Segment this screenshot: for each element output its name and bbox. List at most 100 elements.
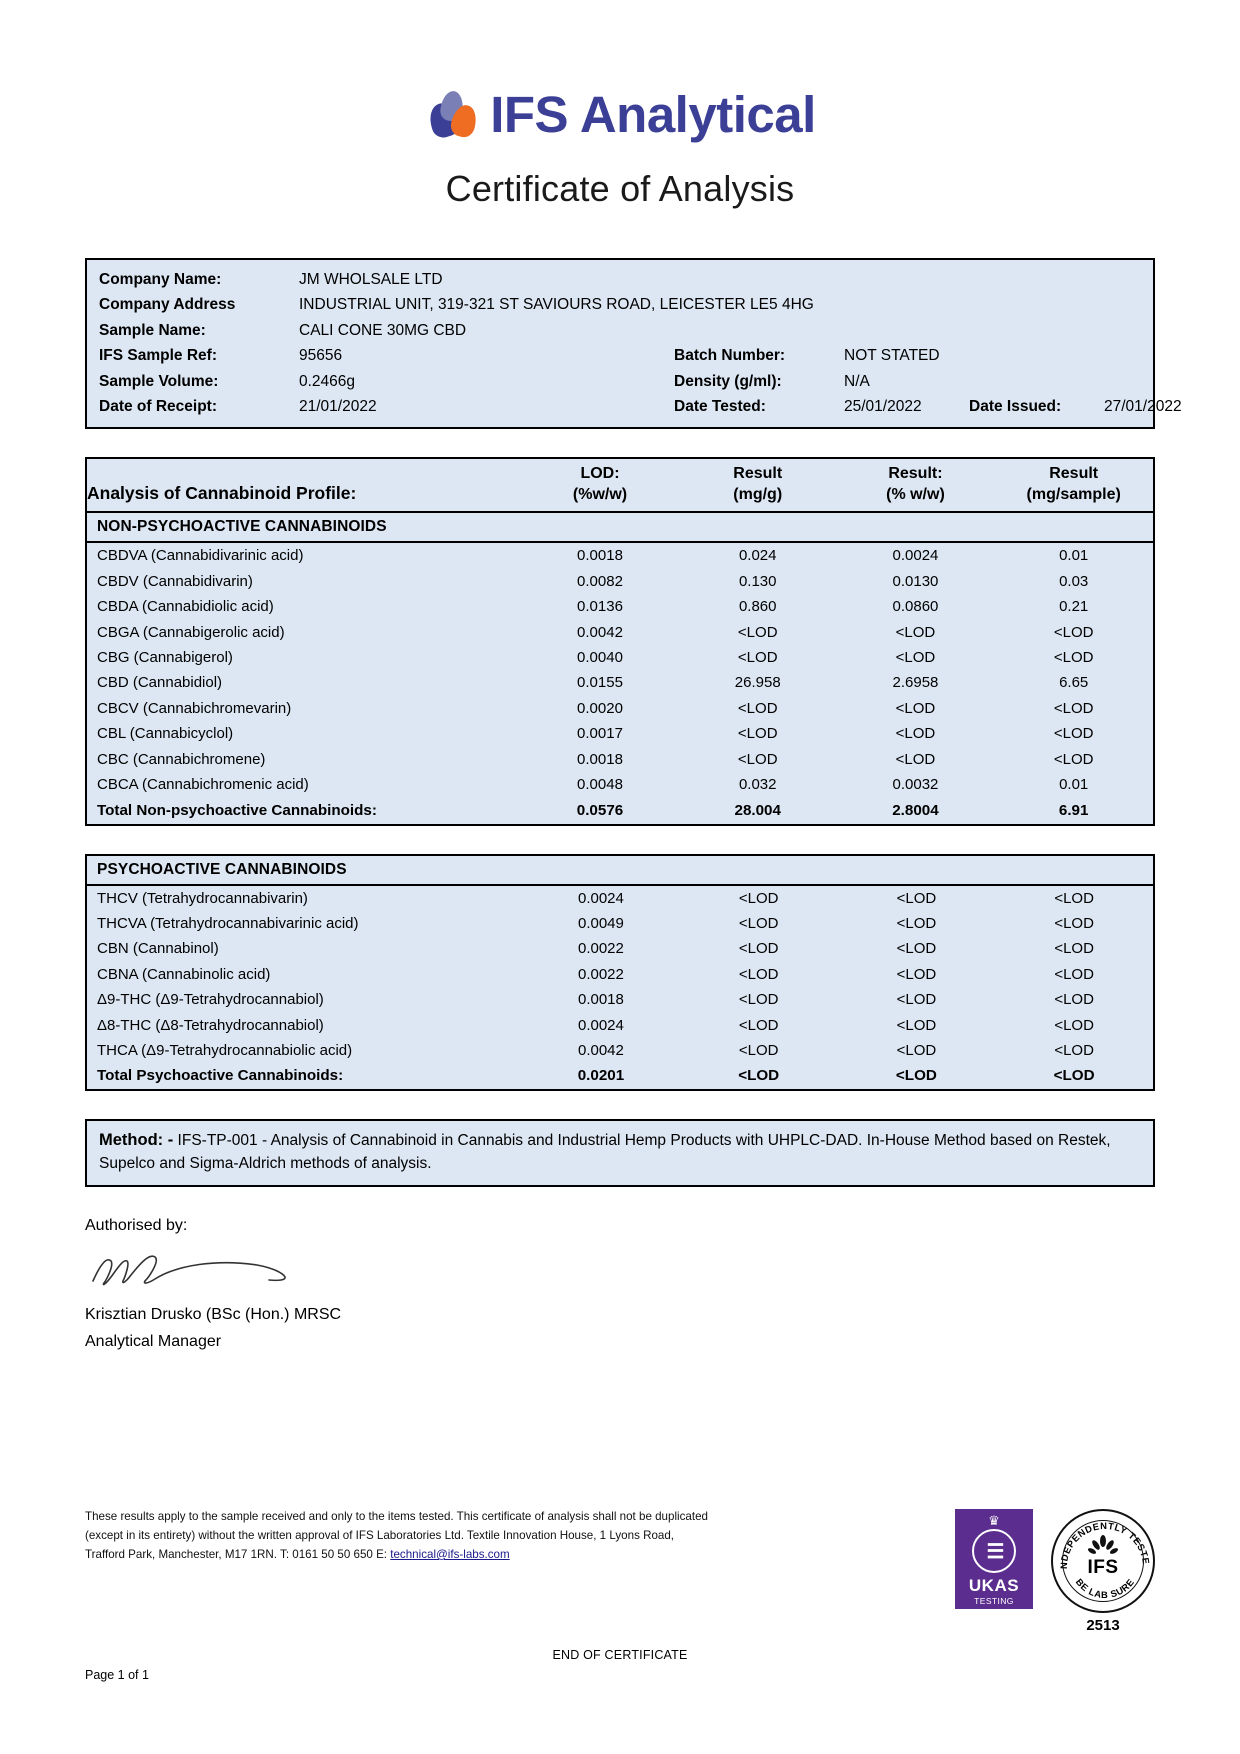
result-mgg-value: <LOD (738, 1016, 779, 1034)
lod-value: 0.0024 (577, 1016, 624, 1034)
brand-name: IFS Analytical (490, 85, 816, 143)
psychoactive-table: PSYCHOACTIVE CANNABINOIDS THCV (Tetrahyd… (87, 855, 1153, 1090)
table-row: THCVA (Tetrahydrocannabivarinic acid) 0.0… (87, 911, 1153, 936)
result-mgg-value: <LOD (738, 1041, 779, 1059)
handwritten-signature (87, 1247, 1155, 1299)
page-number: Page 1 of 1 (85, 1668, 149, 1682)
result-mgg-value: <LOD (738, 991, 779, 1009)
result-pct-value: 2.8004 (892, 801, 939, 819)
method-label: Method: - (99, 1131, 174, 1150)
column-result-mgg-line2: (mg/g) (733, 486, 783, 504)
sample-name-value: CALI CONE 30MG CBD (299, 321, 467, 339)
result-pct-value: 0.0032 (892, 776, 939, 794)
analyte-name: THCA (Δ9-Tetrahydrocannabiolic acid) (97, 1041, 353, 1059)
disclaimer-line-3: Trafford Park, Manchester, M17 1RN. T: 0… (85, 1545, 845, 1564)
table-total-row: Total Non-psychoactive Cannabinoids: 0.05… (87, 798, 1153, 824)
end-of-certificate: END OF CERTIFICATE (552, 1648, 688, 1662)
result-mgsample-value: <LOD (1054, 1041, 1094, 1059)
result-mgsample-value: <LOD (1053, 750, 1094, 768)
table-row: CBCA (Cannabichromenic acid) 0.0048 0.032 0… (87, 772, 1153, 797)
column-result-pct-line2: (% w/w) (886, 486, 945, 504)
result-pct-value: <LOD (896, 889, 937, 907)
stamp-center-text: IFS (1087, 1557, 1119, 1578)
table-row: CBDVA (Cannabidivarinic acid) 0.0018 0.024… (87, 542, 1153, 568)
ukas-number: 2513 (1086, 1617, 1120, 1634)
lod-value: 0.0042 (577, 1041, 624, 1059)
result-mgsample-value: 0.03 (1059, 572, 1089, 590)
info-row-dates: Date of Receipt: 21/01/2022 Date Tested:… (99, 394, 1182, 419)
result-mgsample-value: <LOD (1054, 940, 1094, 958)
signer-role: Analytical Manager (85, 1333, 222, 1351)
sample-volume-value: 0.2466g (299, 372, 356, 390)
info-row-sample-name: Sample Name: CALI CONE 30MG CBD (99, 318, 1141, 343)
analyte-name: CBC (Cannabichromene) (97, 750, 266, 768)
contact-email-link[interactable]: technical@ifs-labs.com (390, 1548, 510, 1561)
date-issued-label: Date Issued: (969, 398, 1062, 416)
accreditation-marks: ♛ ☰ UKAS TESTING (955, 1509, 1155, 1634)
column-result-mgsample-line2: (mg/sample) (1026, 486, 1121, 504)
result-pct-value: 2.6958 (892, 674, 939, 692)
lod-value: 0.0020 (577, 699, 623, 717)
result-mgsample-value: <LOD (1054, 914, 1094, 932)
result-mgsample-value: 0.21 (1059, 598, 1089, 616)
result-mgsample-value: <LOD (1054, 965, 1094, 983)
column-lod-line1: LOD: (580, 465, 620, 483)
result-pct-value: <LOD (896, 914, 937, 932)
result-mgg-value: <LOD (737, 649, 778, 667)
profile-title: Analysis of Cannabinoid Profile: (87, 459, 522, 514)
table-row: THCA (Δ9-Tetrahydrocannabiolic acid) 0.00… (87, 1038, 1153, 1063)
result-pct-value: <LOD (895, 649, 936, 667)
density-value: N/A (844, 372, 870, 390)
lod-value: 0.0136 (577, 598, 623, 616)
method-box: Method: - IFS-TP-001 - Analysis of Canna… (85, 1119, 1155, 1188)
result-pct-value: <LOD (896, 940, 937, 958)
table-row: CBG (Cannabigerol) 0.0040 <LOD <LOD <LOD (87, 645, 1153, 670)
ukas-emblem-icon: ☰ (972, 1529, 1016, 1573)
analyte-name: Δ8-THC (Δ8-Tetrahydrocannabiol) (97, 1016, 324, 1034)
company-name-label: Company Name: (99, 271, 222, 288)
column-result-mgsample-line1: Result (1049, 465, 1099, 483)
info-row-sample-ref: IFS Sample Ref: 95656 Batch Number: NOT … (99, 343, 1141, 368)
table-header-row: Analysis of Cannabinoid Profile: LOD: (%… (87, 459, 1153, 514)
result-mgg-value: <LOD (737, 725, 778, 743)
result-mgsample-value: <LOD (1054, 991, 1094, 1009)
method-text: IFS-TP-001 - Analysis of Cannabinoid in … (99, 1132, 1111, 1173)
result-pct-value: 0.0860 (892, 598, 939, 616)
batch-number-value: NOT STATED (844, 347, 940, 365)
table-row: CBD (Cannabidiol) 0.0155 26.958 2.6958 6.65 (87, 670, 1153, 695)
lod-value: 0.0022 (577, 940, 624, 958)
lod-value: 0.0018 (577, 750, 623, 768)
result-mgsample-value: 0.01 (1059, 776, 1089, 794)
analyte-name: Δ9-THC (Δ9-Tetrahydrocannabiol) (97, 991, 324, 1009)
lod-value: 0.0082 (577, 572, 623, 590)
result-mgg-value: 0.130 (738, 572, 777, 590)
disclaimer-text: These results apply to the sample receiv… (85, 1507, 845, 1564)
ukas-name: UKAS (968, 1576, 1020, 1595)
lod-value: 0.0048 (577, 776, 623, 794)
result-mgsample-value: <LOD (1053, 623, 1094, 641)
non-psychoactive-table-box: Analysis of Cannabinoid Profile: LOD: (%… (85, 457, 1155, 826)
brand-header: IFS Analytical (85, 0, 1155, 150)
ukas-sub: TESTING (974, 1596, 1014, 1606)
table-row: Δ9-THC (Δ9-Tetrahydrocannabiol) 0.0018 <LO… (87, 987, 1153, 1012)
company-address-value: INDUSTRIAL UNIT, 319-321 ST SAVIOURS ROA… (299, 296, 814, 314)
sample-ref-label: IFS Sample Ref: (99, 347, 217, 365)
analyte-name: CBNA (Cannabinolic acid) (97, 965, 271, 983)
column-result-pct-line1: Result: (888, 465, 943, 483)
analyte-name: THCVA (Tetrahydrocannabivarinic acid) (97, 914, 359, 932)
analyte-name: THCV (Tetrahydrocannabivarin) (97, 889, 308, 907)
lod-value: 0.0017 (577, 725, 623, 743)
company-address-label: Company Address (99, 296, 236, 314)
result-pct-value: <LOD (895, 725, 936, 743)
date-receipt-label: Date of Receipt: (99, 398, 217, 416)
analyte-name: Total Psychoactive Cannabinoids: (97, 1067, 344, 1085)
analyte-name: CBG (Cannabigerol) (97, 649, 233, 667)
lod-value: 0.0576 (576, 801, 624, 819)
density-label: Density (g/ml): (674, 372, 782, 390)
table-row: CBGA (Cannabigerolic acid) 0.0042 <LOD <LOD… (87, 620, 1153, 645)
non-psychoactive-table: Analysis of Cannabinoid Profile: LOD: (%… (87, 459, 1153, 823)
lod-value: 0.0201 (577, 1067, 625, 1085)
lod-value: 0.0024 (577, 889, 624, 907)
date-tested-value: 25/01/2022 (844, 398, 922, 416)
